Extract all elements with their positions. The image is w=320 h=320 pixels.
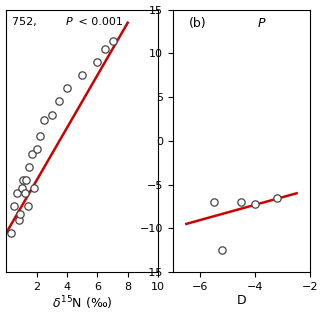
Point xyxy=(34,146,39,151)
Text: 752,: 752, xyxy=(12,18,44,28)
Point xyxy=(110,38,115,44)
Point xyxy=(14,191,20,196)
Point xyxy=(31,186,36,191)
Point xyxy=(30,151,35,156)
Point xyxy=(253,201,258,206)
Point xyxy=(20,178,26,183)
Point xyxy=(16,217,21,222)
Text: (b): (b) xyxy=(189,18,207,30)
Point xyxy=(49,112,54,117)
Point xyxy=(95,60,100,65)
Point xyxy=(37,133,42,138)
Point xyxy=(65,86,70,91)
Point xyxy=(80,73,85,78)
Point xyxy=(18,212,23,217)
Text: P: P xyxy=(258,18,266,30)
Point xyxy=(19,186,24,191)
Point xyxy=(8,230,13,235)
Point xyxy=(220,248,225,253)
Point xyxy=(275,195,280,200)
Point xyxy=(57,99,62,104)
Text: P: P xyxy=(66,18,72,28)
Point xyxy=(22,191,27,196)
Point xyxy=(24,178,29,183)
X-axis label: $\delta^{15}$N (‰): $\delta^{15}$N (‰) xyxy=(52,294,113,312)
Point xyxy=(239,199,244,204)
Point xyxy=(211,199,216,204)
X-axis label: D: D xyxy=(237,294,246,308)
Point xyxy=(42,117,47,122)
Point xyxy=(25,204,30,209)
Point xyxy=(27,164,32,170)
Text: < 0.001: < 0.001 xyxy=(75,18,123,28)
Point xyxy=(102,46,108,52)
Point xyxy=(12,204,17,209)
